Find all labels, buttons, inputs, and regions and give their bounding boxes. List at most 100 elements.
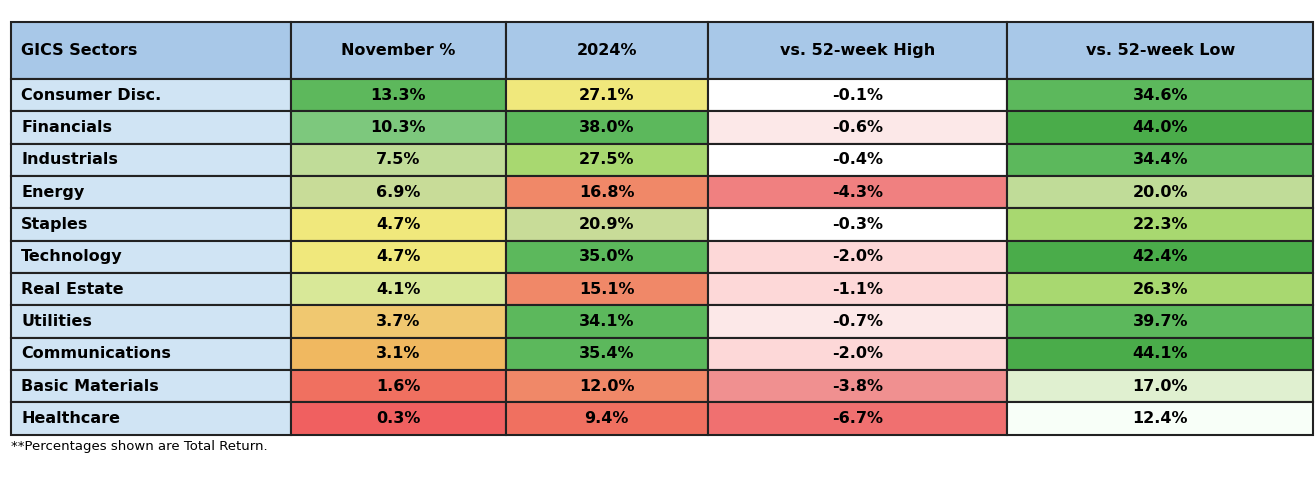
Text: 44.0%: 44.0% [1133,120,1188,135]
Bar [708,111,1007,144]
Text: 26.3%: 26.3% [1133,282,1188,297]
Bar [291,208,505,241]
Text: Energy: Energy [21,185,84,200]
Bar [505,208,708,241]
Bar [708,22,1007,79]
Bar [11,208,291,241]
Text: 27.5%: 27.5% [579,152,634,167]
Text: -0.4%: -0.4% [832,152,883,167]
Text: Consumer Disc.: Consumer Disc. [21,88,162,103]
Bar [291,176,505,208]
Text: 13.3%: 13.3% [370,88,426,103]
Text: 12.4%: 12.4% [1133,411,1188,426]
Text: 3.1%: 3.1% [376,346,420,362]
Text: 22.3%: 22.3% [1133,217,1188,232]
Text: 4.7%: 4.7% [376,217,420,232]
Bar [505,305,708,338]
Bar [708,403,1007,435]
Text: 38.0%: 38.0% [579,120,634,135]
Text: -0.6%: -0.6% [832,120,883,135]
Bar [708,273,1007,305]
Text: 42.4%: 42.4% [1133,249,1188,264]
Text: 10.3%: 10.3% [370,120,426,135]
Text: 6.9%: 6.9% [376,185,420,200]
Text: November %: November % [341,43,455,58]
Text: 12.0%: 12.0% [579,379,634,394]
Bar [708,176,1007,208]
Bar [505,273,708,305]
Text: GICS Sectors: GICS Sectors [21,43,137,58]
Bar [11,338,291,370]
Bar [505,370,708,403]
Text: 34.6%: 34.6% [1133,88,1188,103]
Bar [11,370,291,403]
Text: -2.0%: -2.0% [832,249,883,264]
Bar [1007,79,1313,111]
Bar [1007,176,1313,208]
Bar [1007,144,1313,176]
Bar [291,111,505,144]
Text: 35.4%: 35.4% [579,346,634,362]
Text: 20.9%: 20.9% [579,217,634,232]
Text: Utilities: Utilities [21,314,92,329]
Bar [291,79,505,111]
Text: 17.0%: 17.0% [1133,379,1188,394]
Text: 39.7%: 39.7% [1133,314,1188,329]
Text: 7.5%: 7.5% [376,152,420,167]
Bar [11,241,291,273]
Text: 16.8%: 16.8% [579,185,634,200]
Bar [708,241,1007,273]
Text: Technology: Technology [21,249,122,264]
Bar [505,403,708,435]
Text: 35.0%: 35.0% [579,249,634,264]
Bar [505,338,708,370]
Text: -1.1%: -1.1% [832,282,883,297]
Bar [1007,241,1313,273]
Text: -0.7%: -0.7% [832,314,883,329]
Bar [291,338,505,370]
Text: -6.7%: -6.7% [832,411,883,426]
Bar [11,403,291,435]
Text: 34.1%: 34.1% [579,314,634,329]
Text: vs. 52-week Low: vs. 52-week Low [1086,43,1234,58]
Text: Communications: Communications [21,346,171,362]
Bar [1007,273,1313,305]
Text: 4.7%: 4.7% [376,249,420,264]
Text: Financials: Financials [21,120,112,135]
Bar [291,403,505,435]
Text: 3.7%: 3.7% [376,314,420,329]
Bar [291,305,505,338]
Bar [291,273,505,305]
Bar [1007,370,1313,403]
Text: 27.1%: 27.1% [579,88,634,103]
Text: Real Estate: Real Estate [21,282,124,297]
Bar [1007,338,1313,370]
Text: 20.0%: 20.0% [1133,185,1188,200]
Text: 15.1%: 15.1% [579,282,634,297]
Bar [291,22,505,79]
Bar [505,144,708,176]
Text: 9.4%: 9.4% [584,411,629,426]
Bar [291,144,505,176]
Bar [291,241,505,273]
Text: -4.3%: -4.3% [832,185,883,200]
Bar [708,370,1007,403]
Text: 1.6%: 1.6% [376,379,420,394]
Bar [708,79,1007,111]
Text: Industrials: Industrials [21,152,118,167]
Bar [11,22,291,79]
Text: -2.0%: -2.0% [832,346,883,362]
Text: Healthcare: Healthcare [21,411,120,426]
Text: Basic Materials: Basic Materials [21,379,159,394]
Bar [1007,403,1313,435]
Bar [11,176,291,208]
Text: vs. 52-week High: vs. 52-week High [780,43,934,58]
Bar [708,338,1007,370]
Text: 44.1%: 44.1% [1133,346,1188,362]
Bar [1007,22,1313,79]
Bar [505,22,708,79]
Bar [505,111,708,144]
Bar [11,273,291,305]
Text: -3.8%: -3.8% [832,379,883,394]
Text: 2024%: 2024% [576,43,637,58]
